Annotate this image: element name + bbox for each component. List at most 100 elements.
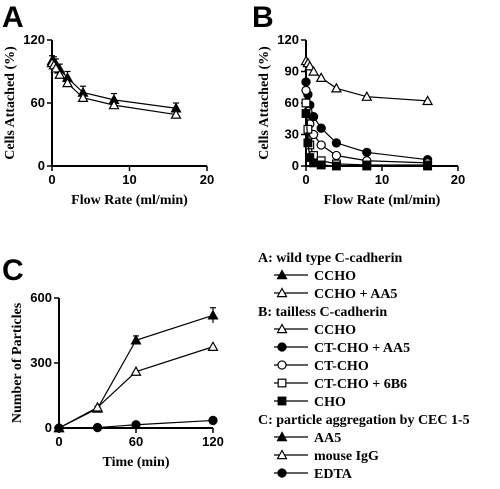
data-point <box>303 124 313 134</box>
x-tick-label: 60 <box>129 434 143 449</box>
legend: A: wild type C-cadherin CCHO CCHO + AA5 B: … <box>258 251 470 482</box>
triangle-marker <box>276 287 288 298</box>
triangle-marker <box>315 72 327 83</box>
series-cho <box>301 109 433 171</box>
square-marker <box>423 161 433 171</box>
square-marker <box>331 161 341 171</box>
legend-group-title: C: particle aggregation by CEC 1-5 <box>258 413 470 428</box>
legend-label: CCHO + AA5 <box>314 287 397 302</box>
data-point <box>316 140 326 150</box>
data-point <box>131 420 141 430</box>
data-point <box>303 138 313 148</box>
data-point <box>304 60 316 71</box>
legend-marker <box>276 323 288 334</box>
y-tick-label: 90 <box>285 64 299 79</box>
panel-letter: C <box>2 254 24 287</box>
legend-item: EDTA <box>274 467 353 482</box>
legend-label: mouse IgG <box>314 449 379 464</box>
legend-label: CT-CHO <box>314 359 369 374</box>
data-point <box>316 123 326 133</box>
x-axis-title: Flow Rate (ml/min) <box>324 193 441 208</box>
legend-label: AA5 <box>314 431 341 446</box>
legend-label: EDTA <box>314 467 353 482</box>
legend-label: CT-CHO + AA5 <box>314 341 410 356</box>
y-tick-label: 600 <box>30 290 52 305</box>
y-axis-title: Number of Particles <box>10 302 25 423</box>
data-point <box>315 72 327 83</box>
triangle-marker <box>276 431 288 442</box>
square-marker <box>362 161 372 171</box>
circle-marker <box>362 147 372 158</box>
x-tick-label: 10 <box>375 172 389 187</box>
data-point <box>207 341 219 351</box>
y-tick-label: 60 <box>31 95 45 110</box>
square-marker <box>303 138 313 148</box>
triangle-marker <box>130 365 142 376</box>
x-tick-label: 0 <box>302 172 309 187</box>
data-point <box>207 309 219 320</box>
data-point <box>301 85 311 96</box>
data-point <box>170 108 182 119</box>
y-tick-label: 60 <box>285 95 299 110</box>
triangle-marker <box>276 269 288 280</box>
chart-panel-b: B 0 10 20 0 30 60 90 120 Flow Rate (ml/min) Cells … <box>252 1 465 208</box>
triangle-marker <box>54 68 66 79</box>
circle-marker <box>316 123 326 133</box>
data-point <box>331 161 341 171</box>
square-marker <box>316 160 326 170</box>
legend-item: CCHO <box>274 323 356 338</box>
data-point <box>308 65 320 76</box>
panel-letter: A <box>2 1 24 34</box>
legend-item: CT-CHO + 6B6 <box>274 377 407 392</box>
x-tick-label: 0 <box>55 434 62 449</box>
series-ct-cho-aa5 <box>301 77 433 165</box>
legend-marker <box>277 378 287 388</box>
circle-marker <box>331 138 342 148</box>
y-tick-label: 300 <box>30 355 52 370</box>
legend-group-title: B: tailless C-cadherin <box>258 305 387 320</box>
triangle-marker <box>361 90 373 101</box>
data-point <box>50 62 62 73</box>
y-tick-label: 120 <box>23 32 45 47</box>
x-tick-label: 20 <box>200 172 214 187</box>
triangle-marker <box>108 99 120 110</box>
legend-item: CT-CHO <box>274 359 369 374</box>
data-point <box>130 365 142 376</box>
circle-marker <box>92 422 103 433</box>
data-point <box>331 150 342 161</box>
circle-marker <box>131 420 141 430</box>
series-line <box>58 419 214 429</box>
x-tick-label: 120 <box>202 434 224 449</box>
y-axis-title: Cells Attached (%) <box>3 46 18 160</box>
legend-label: CT-CHO + 6B6 <box>314 377 407 392</box>
data-point <box>301 77 311 87</box>
legend-marker <box>277 396 287 406</box>
legend-marker <box>277 360 287 370</box>
triangle-marker <box>130 334 142 345</box>
data-point <box>54 423 64 433</box>
legend-item: AA5 <box>274 431 341 446</box>
data-point <box>362 147 372 158</box>
legend-marker <box>276 287 288 298</box>
x-tick-label: 20 <box>451 172 465 187</box>
series-edta <box>54 415 218 433</box>
circle-marker <box>331 150 342 161</box>
circle-marker <box>301 77 311 87</box>
data-point <box>330 82 342 93</box>
square-marker <box>277 378 287 388</box>
triangle-marker <box>50 62 62 73</box>
data-point <box>301 98 311 108</box>
legend-label: CCHO <box>314 269 356 284</box>
triangle-marker <box>330 82 342 93</box>
data-point <box>301 109 311 118</box>
circle-marker <box>277 342 287 352</box>
data-point <box>54 68 66 79</box>
legend-item: CT-CHO + AA5 <box>274 341 410 356</box>
circle-marker <box>277 468 287 478</box>
square-marker <box>309 158 319 168</box>
circle-marker <box>54 423 64 433</box>
data-point <box>108 99 120 110</box>
triangle-marker <box>91 401 104 412</box>
series-line <box>58 346 214 429</box>
